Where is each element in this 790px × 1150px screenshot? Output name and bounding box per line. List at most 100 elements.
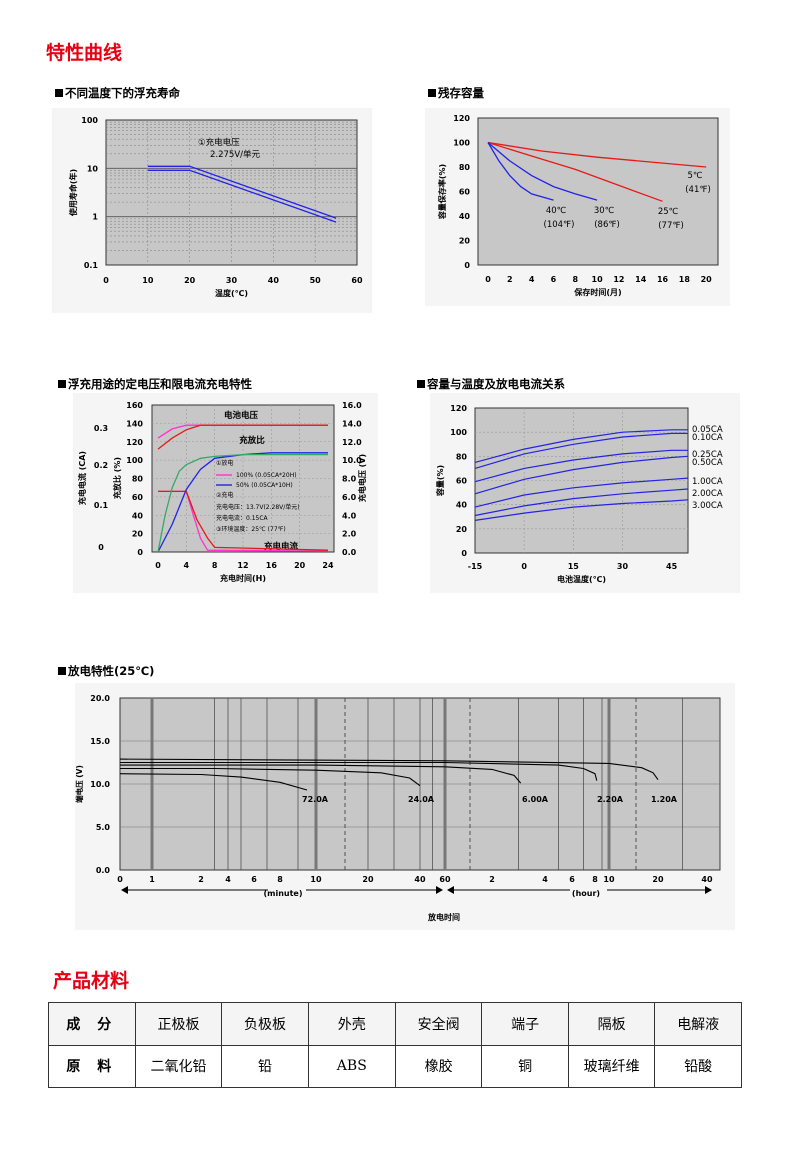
series-line [119,758,659,781]
tick-label: 1 [149,875,155,884]
series-line [487,141,663,202]
series-label: 3.00CA [692,501,723,511]
tick-label: 40 [456,501,468,510]
series-line [474,499,689,521]
series-label: 0.05CA [692,425,723,435]
table-cell: 外壳 [307,1002,396,1046]
tick-label: 15.0 [90,737,110,746]
tick-label: 0 [485,275,491,284]
axis-arrow [447,886,454,894]
tick-label: 100 [126,456,143,465]
tick-label: 120 [126,438,143,447]
tick-label: 0.0 [96,866,111,875]
tick-label: 30 [226,276,238,285]
table-cell: 原 料 [48,1044,136,1088]
chart-title-float-life: 不同温度下的浮充寿命 [55,85,180,101]
tick-label: 40 [132,511,144,520]
tick-label: 0 [464,261,470,270]
tick-label: 6 [569,875,575,884]
tick-label: 6 [251,875,257,884]
tick-label: 14 [635,275,647,284]
tick-label: 0.0 [342,548,357,557]
tick-label: 8.0 [342,475,357,484]
series-label: 2.20A [597,795,624,804]
series-line [487,141,707,168]
series-label: 2.00CA [692,489,723,499]
series-label: 1.00CA [692,477,723,487]
tick-label: 50 [310,276,322,285]
series-line [147,165,337,219]
legend-entry: ①放电 [216,459,233,467]
series-label: 0.10CA [692,433,723,443]
tick-label: 100 [453,139,470,148]
y-axis-label: 使用寿命(年) [68,169,78,217]
legend-entry: 充电电压：13.7V(2.28V/单元) [216,503,300,511]
series-line [474,449,688,483]
tick-label: 4 [184,561,190,570]
table-cell: 电解液 [654,1002,742,1046]
tick-label: 20 [362,875,374,884]
tick-label: 0.1 [84,261,99,270]
x-axis-label: 电池温度(℃) [557,574,606,584]
tick-label: 8 [592,875,598,884]
tick-label: 4 [529,275,535,284]
tick-label: 20 [459,237,471,246]
axis-unit-label: (hour) [572,889,600,898]
axis-unit-label: (minute) [263,889,302,898]
tick-label: 20.0 [90,694,110,703]
table-cell: 玻璃纤维 [567,1044,656,1088]
x-axis-label: 放电时间 [427,912,460,922]
series-line [474,455,689,495]
tick-label: 10 [592,275,604,284]
axis-arrow [705,886,712,894]
series-label: (104℉) [544,220,575,230]
tick-label: 20 [701,275,713,284]
tick-label: 20 [132,530,144,539]
table-row: 原 料 二氧化铅 铅 ABS 橡胶 铜 玻璃纤维 铅酸 [48,1044,742,1088]
tick-label: 4 [542,875,548,884]
tick-label: 80 [132,475,144,484]
series-label: (77℉) [658,221,684,231]
table-cell: 铜 [481,1044,569,1088]
series-line [474,477,689,508]
table-cell: 二氧化铅 [134,1044,223,1088]
tick-label: 0.3 [94,424,108,433]
tick-label: 10.0 [90,780,110,789]
series-line [474,429,688,463]
tick-label: 20 [184,276,196,285]
series-line [487,142,598,201]
legend-entry: 50% (0.05CA*10H) [236,482,293,489]
tick-label: 10 [310,875,322,884]
table-cell: 铅酸 [654,1044,742,1088]
tick-label: 140 [126,419,143,428]
tick-label: 16 [266,561,278,570]
series-line [120,761,598,781]
tick-label: 60 [439,875,451,884]
series-label: 72.0A [302,795,329,804]
legend-entry: 充电电流：0.15CA [216,514,269,522]
tick-label: 100 [450,428,467,437]
tick-label: 20 [652,875,664,884]
table-cell: 端子 [481,1002,569,1046]
series-label: (41℉) [685,185,711,195]
tick-label: 60 [459,188,471,197]
tick-label: 0 [137,548,143,557]
tick-label: 80 [456,452,468,461]
tick-label: 2 [489,875,495,884]
tick-label: 20 [456,525,468,534]
tick-label: 12 [237,561,248,570]
curve-label: 充放比 [239,435,265,446]
axis-arrow [436,886,443,894]
tick-label: -15 [468,562,483,571]
tick-label: 40 [268,276,280,285]
series-line [120,767,421,787]
y-axis-label: 容量(%) [435,465,445,497]
tick-label: 45 [666,562,678,571]
tick-label: 16.0 [342,401,362,410]
tick-label: 0.1 [94,501,109,510]
series-label: 0.50CA [692,458,723,468]
annotation: 2.275V/单元 [210,149,261,160]
tick-label: 4.0 [342,511,357,520]
chart-title-cap-temp: 容量与温度及放电电流关系 [417,376,565,392]
